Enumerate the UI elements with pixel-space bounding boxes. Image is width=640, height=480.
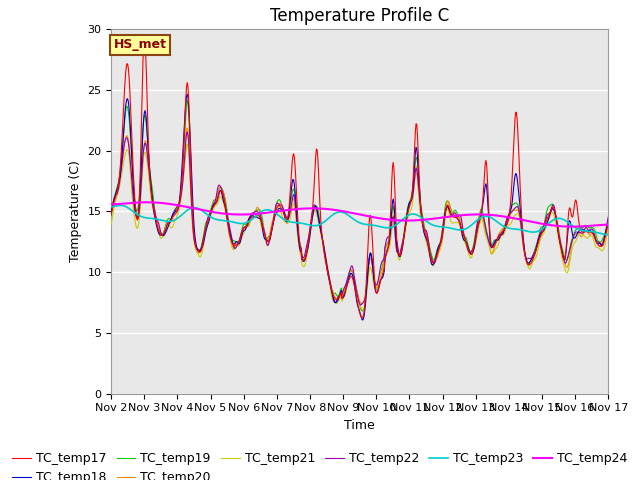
Title: Temperature Profile C: Temperature Profile C xyxy=(270,7,449,25)
Line: TC_temp23: TC_temp23 xyxy=(111,205,608,235)
TC_temp17 xyxy=(358,315,366,321)
TC_temp18 xyxy=(168,215,175,221)
TC_temp17 xyxy=(436,244,444,250)
Line: TC_temp24: TC_temp24 xyxy=(111,202,608,227)
TC_temp22 xyxy=(108,211,115,217)
TC_temp20 xyxy=(219,187,227,193)
TC_temp19 xyxy=(116,168,124,174)
TC_temp24 xyxy=(245,212,253,217)
TC_temp19 xyxy=(359,308,367,314)
TC_temp22 xyxy=(604,214,612,220)
TC_temp19 xyxy=(183,98,191,104)
TC_temp23 xyxy=(245,219,253,225)
TC_temp21 xyxy=(604,225,612,231)
TC_temp17 xyxy=(245,219,253,225)
TC_temp22 xyxy=(219,189,227,195)
Line: TC_temp21: TC_temp21 xyxy=(111,144,608,310)
TC_temp24 xyxy=(108,202,115,207)
TC_temp22 xyxy=(357,302,365,308)
TC_temp21 xyxy=(168,225,175,231)
TC_temp17 xyxy=(108,212,115,218)
TC_temp24 xyxy=(143,199,151,205)
TC_temp23 xyxy=(108,204,115,210)
TC_temp23 xyxy=(604,232,612,238)
TC_temp20 xyxy=(183,125,191,131)
TC_temp20 xyxy=(358,300,365,306)
TC_temp23 xyxy=(219,217,227,223)
TC_temp21 xyxy=(219,197,227,203)
TC_temp18 xyxy=(604,222,612,228)
TC_temp24 xyxy=(168,202,176,207)
TC_temp23 xyxy=(420,217,428,223)
TC_temp20 xyxy=(108,210,115,216)
TC_temp18 xyxy=(245,216,253,222)
TC_temp21 xyxy=(436,248,444,254)
Line: TC_temp18: TC_temp18 xyxy=(111,94,608,320)
TC_temp21 xyxy=(421,233,429,239)
TC_temp22 xyxy=(245,218,253,224)
TC_temp24 xyxy=(435,215,443,221)
TC_temp22 xyxy=(168,216,175,222)
Text: HS_met: HS_met xyxy=(114,38,166,51)
TC_temp22 xyxy=(421,228,429,233)
TC_temp24 xyxy=(604,222,612,228)
TC_temp24 xyxy=(568,224,576,229)
TC_temp19 xyxy=(168,217,175,223)
TC_temp21 xyxy=(108,222,115,228)
TC_temp17 xyxy=(168,216,176,221)
TC_temp18 xyxy=(359,317,367,323)
TC_temp17 xyxy=(219,190,227,196)
X-axis label: Time: Time xyxy=(344,419,375,432)
TC_temp20 xyxy=(604,226,612,232)
TC_temp21 xyxy=(116,181,124,187)
TC_temp23 xyxy=(116,203,124,208)
TC_temp17 xyxy=(140,33,148,38)
TC_temp23 xyxy=(117,203,125,208)
Line: TC_temp20: TC_temp20 xyxy=(111,128,608,303)
TC_temp19 xyxy=(108,212,115,218)
TC_temp20 xyxy=(168,218,175,224)
TC_temp18 xyxy=(219,194,227,200)
TC_temp24 xyxy=(420,217,428,223)
TC_temp19 xyxy=(604,218,612,224)
Line: TC_temp19: TC_temp19 xyxy=(111,101,608,311)
Line: TC_temp22: TC_temp22 xyxy=(111,132,608,305)
TC_temp18 xyxy=(421,233,429,239)
TC_temp21 xyxy=(245,223,253,229)
TC_temp18 xyxy=(436,241,444,247)
Y-axis label: Temperature (C): Temperature (C) xyxy=(68,160,82,263)
TC_temp19 xyxy=(219,187,227,192)
TC_temp24 xyxy=(219,211,227,216)
TC_temp19 xyxy=(436,241,444,247)
Line: TC_temp17: TC_temp17 xyxy=(111,36,608,318)
TC_temp20 xyxy=(245,216,253,222)
TC_temp22 xyxy=(436,243,444,249)
TC_temp20 xyxy=(116,174,124,180)
TC_temp19 xyxy=(245,222,253,228)
Legend: TC_temp17, TC_temp18, TC_temp19, TC_temp20, TC_temp21, TC_temp22, TC_temp23, TC_: TC_temp17, TC_temp18, TC_temp19, TC_temp… xyxy=(8,447,632,480)
TC_temp18 xyxy=(183,91,191,97)
TC_temp23 xyxy=(168,218,176,224)
TC_temp19 xyxy=(421,227,429,232)
TC_temp21 xyxy=(359,307,367,313)
TC_temp17 xyxy=(116,166,124,172)
TC_temp18 xyxy=(116,173,124,179)
TC_temp18 xyxy=(108,209,115,215)
TC_temp22 xyxy=(183,129,191,135)
TC_temp17 xyxy=(421,230,429,236)
TC_temp20 xyxy=(421,227,429,232)
TC_temp22 xyxy=(116,176,124,181)
TC_temp17 xyxy=(604,221,612,227)
TC_temp24 xyxy=(116,201,124,207)
TC_temp23 xyxy=(435,224,443,229)
TC_temp20 xyxy=(436,245,444,251)
TC_temp21 xyxy=(183,141,191,147)
